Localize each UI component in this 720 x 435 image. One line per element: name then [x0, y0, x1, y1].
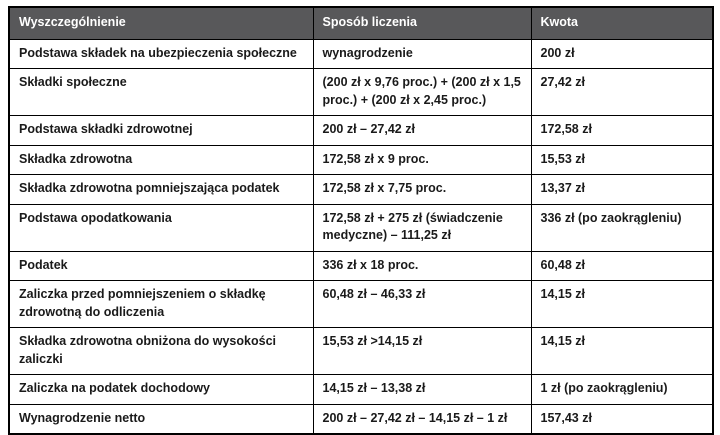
table-row: Podatek 336 zł x 18 proc. 60,48 zł — [8, 250, 714, 281]
cell-label: Wynagrodzenie netto — [8, 403, 314, 435]
cell-label: Składki społeczne — [8, 68, 314, 116]
column-header-kwota: Kwota — [530, 6, 714, 40]
cell-label: Podstawa składek na ubezpieczenia społec… — [8, 38, 314, 69]
cell-label: Składka zdrowotna obniżona do wysokości … — [8, 327, 314, 375]
cell-label: Podstawa składki zdrowotnej — [8, 115, 314, 146]
cell-method: 60,48 zł – 46,33 zł — [312, 280, 532, 328]
cell-method: 15,53 zł >14,15 zł — [312, 327, 532, 375]
cell-amount: 14,15 zł — [530, 280, 714, 328]
cell-method: 200 zł – 27,42 zł – 14,15 zł – 1 zł — [312, 403, 532, 435]
table-row: Składka zdrowotna pomniejszająca podatek… — [8, 174, 714, 205]
cell-amount: 13,37 zł — [530, 174, 714, 205]
column-header-wyszczegolnienie: Wyszczególnienie — [8, 6, 314, 40]
page: Wyszczególnienie Sposób liczenia Kwota P… — [8, 6, 714, 435]
cell-amount: 336 zł (po zaokrągleniu) — [530, 203, 714, 252]
cell-amount: 60,48 zł — [530, 250, 714, 281]
cell-label: Podatek — [8, 250, 314, 281]
cell-label: Zaliczka na podatek dochodowy — [8, 374, 314, 405]
column-header-sposob-liczenia: Sposób liczenia — [312, 6, 532, 40]
table-row: Wynagrodzenie netto 200 zł – 27,42 zł – … — [8, 403, 714, 435]
cell-method: wynagrodzenie — [312, 38, 532, 69]
table-header-row: Wyszczególnienie Sposób liczenia Kwota — [8, 6, 714, 40]
table-row: Podstawa składki zdrowotnej 200 zł – 27,… — [8, 115, 714, 146]
cell-method: 172,58 zł + 275 zł (świadczenie medyczne… — [312, 203, 532, 252]
table-row: Składka zdrowotna 172,58 zł x 9 proc. 15… — [8, 144, 714, 175]
cell-amount: 15,53 zł — [530, 144, 714, 175]
cell-label: Składka zdrowotna — [8, 144, 314, 175]
cell-label: Podstawa opodatkowania — [8, 203, 314, 252]
cell-method: 172,58 zł x 9 proc. — [312, 144, 532, 175]
cell-amount: 200 zł — [530, 38, 714, 69]
cell-label: Zaliczka przed pomniejszeniem o składkę … — [8, 280, 314, 328]
cell-amount: 172,58 zł — [530, 115, 714, 146]
table-row: Składka zdrowotna obniżona do wysokości … — [8, 327, 714, 375]
table-row: Podstawa składek na ubezpieczenia społec… — [8, 38, 714, 69]
table-row: Zaliczka na podatek dochodowy 14,15 zł –… — [8, 374, 714, 405]
table-row: Podstawa opodatkowania 172,58 zł + 275 z… — [8, 203, 714, 252]
table-row: Zaliczka przed pomniejszeniem o składkę … — [8, 280, 714, 328]
cell-amount: 1 zł (po zaokrągleniu) — [530, 374, 714, 405]
cell-amount: 27,42 zł — [530, 68, 714, 116]
cell-method: 200 zł – 27,42 zł — [312, 115, 532, 146]
payroll-table: Wyszczególnienie Sposób liczenia Kwota P… — [8, 6, 714, 435]
cell-amount: 157,43 zł — [530, 403, 714, 435]
cell-method: 336 zł x 18 proc. — [312, 250, 532, 281]
cell-label: Składka zdrowotna pomniejszająca podatek — [8, 174, 314, 205]
cell-method: (200 zł x 9,76 proc.) + (200 zł x 1,5 pr… — [312, 68, 532, 116]
cell-method: 14,15 zł – 13,38 zł — [312, 374, 532, 405]
table-row: Składki społeczne (200 zł x 9,76 proc.) … — [8, 68, 714, 116]
cell-method: 172,58 zł x 7,75 proc. — [312, 174, 532, 205]
cell-amount: 14,15 zł — [530, 327, 714, 375]
